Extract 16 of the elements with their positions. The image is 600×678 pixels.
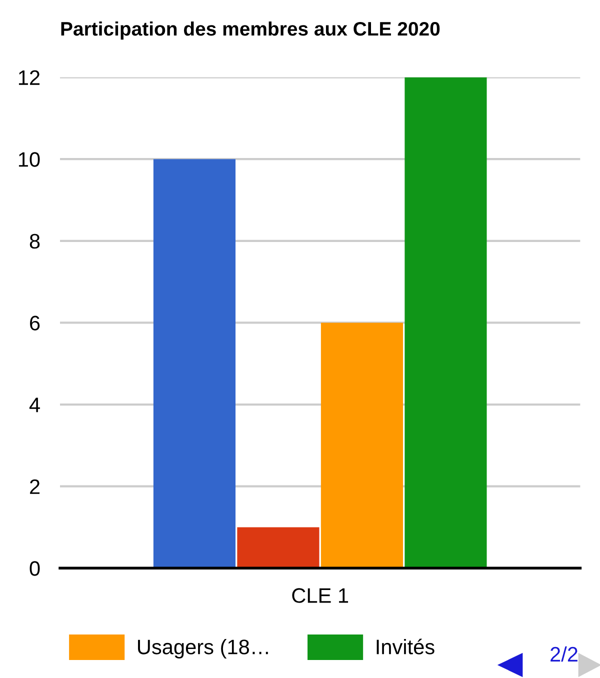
text: 2/2 [550, 646, 578, 662]
y-tick-label: 8 [30, 234, 40, 249]
y-tick-label: 10 [18, 152, 40, 167]
bar [153, 159, 236, 568]
bar [320, 322, 404, 568]
x-tick-label: CLE 1 [292, 588, 348, 603]
y-tick-label: 0 [30, 561, 40, 576]
legend-label: Usagers (18… [138, 639, 268, 658]
bar [404, 77, 487, 568]
y-tick-label: 4 [29, 398, 40, 412]
y-tick-label: 2 [30, 479, 40, 494]
y-tick-label: 12 [18, 70, 40, 85]
bar [237, 527, 320, 568]
chart-title: Participation des membres aux CLE 2020 [61, 21, 440, 40]
legend-label: Invités [376, 638, 434, 654]
y-tick-label: 6 [30, 316, 40, 330]
